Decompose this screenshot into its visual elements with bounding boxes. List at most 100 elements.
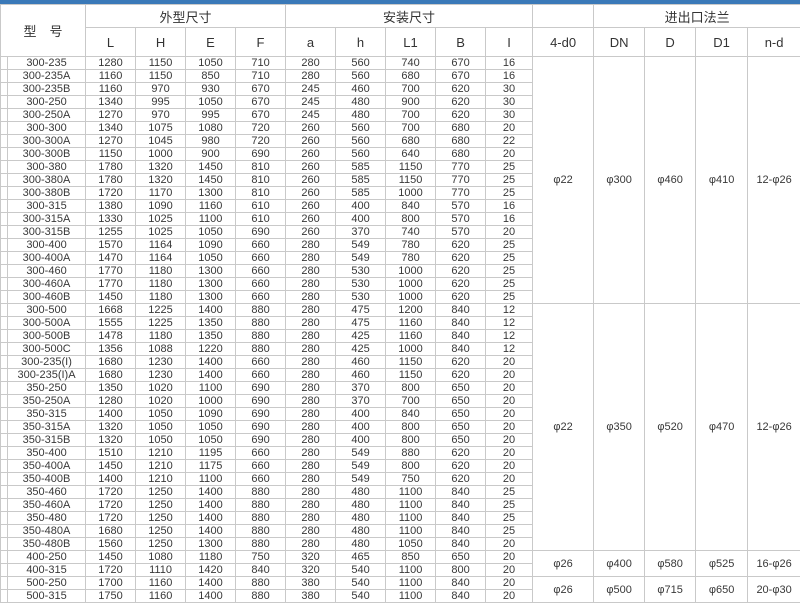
model-cell: 300-380 xyxy=(8,161,86,174)
dimension-cell: 320 xyxy=(286,564,336,577)
dimension-cell: 770 xyxy=(436,174,486,187)
flange-d0-cell: φ22 xyxy=(533,304,594,551)
dimension-cell: 280 xyxy=(286,421,336,434)
dimension-cell: 585 xyxy=(336,187,386,200)
column-group-inlet-outlet-flange: 进出口法兰 xyxy=(594,5,800,28)
dimension-cell: 1020 xyxy=(136,395,186,408)
dimension-cell: 20 xyxy=(486,538,533,551)
dimension-cell: 670 xyxy=(436,70,486,83)
dimension-cell: 280 xyxy=(286,525,336,538)
dimension-cell: 1220 xyxy=(186,343,236,356)
dimension-cell: 1225 xyxy=(136,317,186,330)
dimension-cell: 1045 xyxy=(136,135,186,148)
dimension-cell: 1088 xyxy=(136,343,186,356)
dimension-cell: 700 xyxy=(386,122,436,135)
dimension-cell: 260 xyxy=(286,187,336,200)
column-header-DN: DN xyxy=(594,28,645,57)
dimension-cell: 1100 xyxy=(386,499,436,512)
dimension-cell: 770 xyxy=(436,161,486,174)
dimension-cell: 1075 xyxy=(136,122,186,135)
dimension-cell: 810 xyxy=(236,187,286,200)
model-cell: 300-460A xyxy=(8,278,86,291)
dimension-cell: 20 xyxy=(486,421,533,434)
model-cell: 300-235(I) xyxy=(8,356,86,369)
dimension-cell: 540 xyxy=(336,564,386,577)
spacer-cell xyxy=(1,460,8,473)
flange-d-cell: φ520 xyxy=(645,304,696,551)
dimension-cell: 1380 xyxy=(86,200,136,213)
dimension-cell: 1350 xyxy=(86,382,136,395)
dimension-cell: 1720 xyxy=(86,512,136,525)
dimension-cell: 1356 xyxy=(86,343,136,356)
dimension-cell: 1150 xyxy=(386,174,436,187)
dimension-cell: 690 xyxy=(236,434,286,447)
dimension-cell: 690 xyxy=(236,226,286,239)
dimension-cell: 800 xyxy=(436,564,486,577)
dimension-cell: 20 xyxy=(486,226,533,239)
model-cell: 350-315 xyxy=(8,408,86,421)
dimension-cell: 1780 xyxy=(86,161,136,174)
spacer-cell xyxy=(1,538,8,551)
dimension-cell: 280 xyxy=(286,330,336,343)
dimension-cell: 1250 xyxy=(136,525,186,538)
dimension-cell: 1250 xyxy=(136,512,186,525)
dimension-cell: 260 xyxy=(286,226,336,239)
dimension-cell: 880 xyxy=(236,317,286,330)
model-cell: 400-250 xyxy=(8,551,86,564)
spacer-cell xyxy=(1,369,8,382)
dimension-cell: 1210 xyxy=(136,460,186,473)
flange-d0-cell: φ26 xyxy=(533,551,594,577)
dimension-cell: 690 xyxy=(236,382,286,395)
spacer-cell xyxy=(1,447,8,460)
dimension-cell: 1700 xyxy=(86,577,136,590)
dimension-cell: 1164 xyxy=(136,239,186,252)
dimension-cell: 1200 xyxy=(386,304,436,317)
spacer-cell xyxy=(1,187,8,200)
dimension-cell: 20 xyxy=(486,369,533,382)
dimension-cell: 280 xyxy=(286,343,336,356)
dimension-cell: 25 xyxy=(486,486,533,499)
column-header-n-d: n-d xyxy=(748,28,800,57)
dimension-cell: 840 xyxy=(436,330,486,343)
dimension-cell: 1400 xyxy=(186,512,236,525)
dimension-cell: 1050 xyxy=(186,57,236,70)
dimension-cell: 650 xyxy=(436,408,486,421)
dimension-cell: 1150 xyxy=(386,356,436,369)
dimension-cell: 740 xyxy=(386,57,436,70)
column-header-L1: L1 xyxy=(386,28,436,57)
dimension-cell: 1450 xyxy=(186,174,236,187)
dimension-cell: 1150 xyxy=(386,369,436,382)
dimension-cell: 1160 xyxy=(186,200,236,213)
dimension-cell: 620 xyxy=(436,83,486,96)
spacer-cell xyxy=(1,135,8,148)
dimension-cell: 20 xyxy=(486,122,533,135)
dimension-cell: 800 xyxy=(386,382,436,395)
model-cell: 300-235(I)A xyxy=(8,369,86,382)
dimension-cell: 1225 xyxy=(136,304,186,317)
dimension-cell: 800 xyxy=(386,434,436,447)
dimension-cell: 1350 xyxy=(186,330,236,343)
dimension-cell: 660 xyxy=(236,460,286,473)
dimension-cell: 670 xyxy=(236,109,286,122)
dimension-cell: 1195 xyxy=(186,447,236,460)
dimension-cell: 1160 xyxy=(86,83,136,96)
dimension-cell: 400 xyxy=(336,421,386,434)
dimension-cell: 245 xyxy=(286,83,336,96)
dimension-cell: 12 xyxy=(486,304,533,317)
dimension-cell: 20 xyxy=(486,473,533,486)
dimension-cell: 370 xyxy=(336,382,386,395)
dimension-cell: 1770 xyxy=(86,278,136,291)
flange-d1-cell: φ470 xyxy=(696,304,748,551)
dimension-spec-table: 型 号 外型尺寸 安装尺寸 进出口法兰 L H E F a h L1 B I 4… xyxy=(0,4,800,603)
dimension-cell: 880 xyxy=(236,486,286,499)
header-sub-row: L H E F a h L1 B I 4-d0 DN D D1 n-d xyxy=(1,28,800,57)
dimension-cell: 1400 xyxy=(186,525,236,538)
spacer-cell xyxy=(1,499,8,512)
model-cell: 300-300B xyxy=(8,148,86,161)
dimension-cell: 1180 xyxy=(136,330,186,343)
dimension-cell: 995 xyxy=(186,109,236,122)
dimension-cell: 1160 xyxy=(86,70,136,83)
dimension-cell: 25 xyxy=(486,187,533,200)
spacer-cell xyxy=(1,148,8,161)
dimension-cell: 260 xyxy=(286,135,336,148)
